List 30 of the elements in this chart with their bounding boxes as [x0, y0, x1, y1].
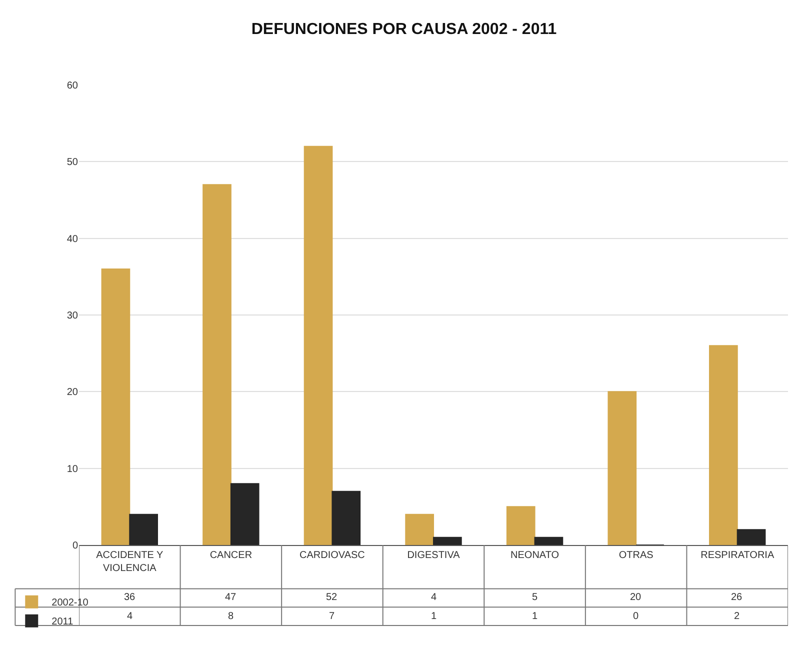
y-tick-label: 40 — [66, 234, 78, 245]
data-label: 4 — [431, 592, 437, 603]
data-label: 2 — [734, 611, 740, 622]
legend-label: 2011 — [52, 616, 74, 628]
x-tick-label: DIGESTIVA — [407, 550, 460, 561]
y-tick-label: 50 — [66, 157, 78, 168]
data-label: 5 — [532, 592, 538, 603]
data-label: 20 — [630, 592, 642, 603]
data-label: 1 — [431, 611, 437, 622]
data-label: 4 — [127, 611, 133, 622]
data-label: 1 — [532, 611, 538, 622]
data-label: 36 — [124, 592, 136, 603]
y-tick-label: 0 — [72, 540, 78, 552]
data-label: 7 — [329, 611, 335, 622]
y-tick-label: 20 — [66, 387, 78, 398]
chart-title: DEFUNCIONES POR CAUSA 2002 - 2011 — [251, 21, 557, 38]
data-label: 0 — [633, 611, 639, 622]
x-tick-label: CANCER — [210, 550, 252, 561]
data-label: 52 — [326, 592, 338, 603]
data-label: 26 — [731, 592, 743, 603]
x-tick-label: NEONATO — [510, 550, 560, 561]
data-label: 47 — [225, 592, 237, 603]
x-tick-label: RESPIRATORIA — [700, 550, 774, 561]
data-label: 8 — [228, 611, 234, 622]
y-tick-label: 30 — [66, 310, 78, 322]
x-tick-label: ACCIDENTE Y VIOLENCIA — [96, 550, 164, 574]
x-tick-label: CARDIOVASC — [300, 550, 365, 561]
y-tick-label: 60 — [66, 80, 78, 92]
y-tick-label: 10 — [66, 464, 78, 475]
x-tick-label: OTRAS — [618, 550, 654, 561]
